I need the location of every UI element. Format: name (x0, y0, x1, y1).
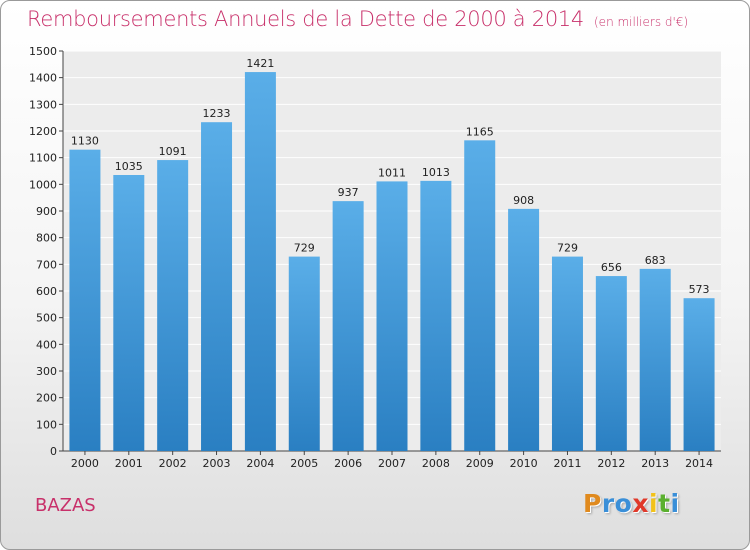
bar-2013 (639, 268, 671, 451)
value-label-2002: 1091 (159, 145, 187, 158)
y-tick-label: 1000 (29, 178, 57, 191)
value-label-2003: 1233 (203, 107, 231, 120)
value-label-2011: 729 (557, 242, 578, 255)
x-tick-label: 2012 (597, 457, 625, 470)
bar-2003 (201, 122, 233, 451)
y-tick-label: 800 (36, 232, 57, 245)
x-tick-label: 2011 (553, 457, 581, 470)
x-tick-label: 2000 (71, 457, 99, 470)
bars (69, 72, 715, 452)
x-tick-label: 2013 (641, 457, 669, 470)
bar-2001 (113, 175, 145, 451)
x-tick-label: 2004 (246, 457, 274, 470)
y-tick-label: 900 (36, 205, 57, 218)
y-tick-label: 300 (36, 365, 57, 378)
bar-2000 (69, 149, 101, 451)
y-tick-label: 1300 (29, 98, 57, 111)
bar-2011 (551, 256, 583, 451)
value-label-2009: 1165 (466, 125, 494, 138)
bar-2004 (244, 72, 276, 452)
x-tick-label: 2001 (115, 457, 143, 470)
y-tick-label: 400 (36, 338, 57, 351)
bar-2014 (683, 298, 715, 451)
logo-letter: r (601, 489, 615, 518)
value-label-2012: 656 (601, 261, 622, 274)
x-tick-label: 2009 (466, 457, 494, 470)
place-name: BAZAS (35, 495, 96, 516)
chart-title: Remboursements Annuels de la Dette de 20… (27, 7, 688, 31)
bar-2010 (508, 208, 540, 451)
value-label-2001: 1035 (115, 160, 143, 173)
value-label-2007: 1011 (378, 166, 406, 179)
unit-note: (en milliers d'€) (594, 15, 689, 29)
y-tick-label: 700 (36, 258, 57, 271)
proxiti-logo: Proxiti (583, 489, 680, 518)
x-tick-label: 2006 (334, 457, 362, 470)
x-tick-label: 2003 (203, 457, 231, 470)
value-label-2014: 573 (689, 283, 710, 296)
y-tick-label: 1100 (29, 152, 57, 165)
bar-2006 (332, 201, 364, 451)
bar-2007 (376, 181, 408, 451)
y-tick-label: 500 (36, 312, 57, 325)
y-tick-label: 100 (36, 418, 57, 431)
x-tick-label: 2007 (378, 457, 406, 470)
y-tick-label: 200 (36, 392, 57, 405)
bar-2008 (420, 180, 452, 451)
logo-letter: i (649, 489, 659, 518)
logo-letter: x (632, 489, 649, 518)
bar-2009 (464, 140, 496, 452)
axes: 0 100 200 300 400 500 600 700 800 900 1000 1100 1200… (29, 45, 721, 470)
y-tick-label: 0 (50, 445, 57, 458)
y-tick-label: 1400 (29, 72, 57, 85)
x-tick-label: 2005 (290, 457, 318, 470)
value-label-2008: 1013 (422, 166, 450, 179)
x-tick-label: 2014 (685, 457, 713, 470)
value-labels: 1130 1035 1091 1233 1421 729 937 1011 1013 1165 90… (71, 57, 710, 296)
x-tick-label: 2002 (159, 457, 187, 470)
value-label-2004: 1421 (246, 57, 274, 70)
value-label-2005: 729 (294, 242, 315, 255)
value-label-2006: 937 (338, 186, 359, 199)
bar-2002 (157, 160, 189, 452)
chart-title-text: Remboursements Annuels de la Dette de 20… (27, 7, 584, 31)
y-tick-label: 1500 (29, 45, 57, 58)
x-tick-label: 2010 (510, 457, 538, 470)
value-label-2013: 683 (645, 254, 666, 267)
value-label-2000: 1130 (71, 135, 99, 148)
logo-letter: t (658, 489, 671, 518)
y-tick-label: 1200 (29, 125, 57, 138)
bar-2012 (595, 276, 627, 451)
bar-2005 (288, 256, 320, 451)
logo-letter: P (583, 489, 602, 518)
logo-letter: o (614, 489, 633, 518)
logo-letter: i (670, 489, 680, 518)
y-tick-label: 600 (36, 285, 57, 298)
value-label-2010: 908 (513, 194, 534, 207)
x-tick-label: 2008 (422, 457, 450, 470)
